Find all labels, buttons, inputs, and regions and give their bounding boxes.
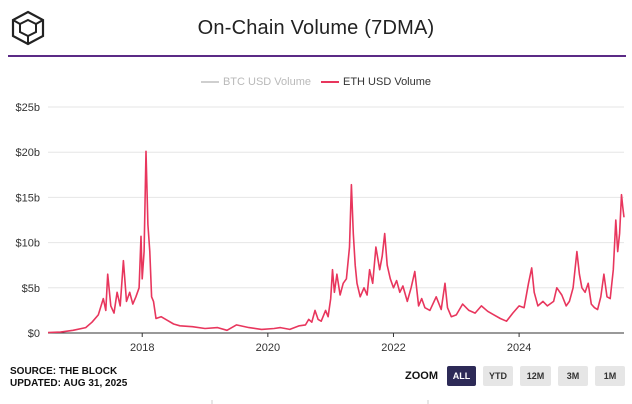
legend-item-eth[interactable]: ETH USD Volume	[321, 76, 431, 88]
chart-header: On-Chain Volume (7DMA)	[0, 0, 632, 56]
zoom-ytd-button[interactable]: YTD	[483, 366, 513, 386]
y-tick-label: $15b	[16, 192, 40, 204]
x-tick-label: 2018	[130, 342, 154, 354]
chart-title: On-Chain Volume (7DMA)	[197, 17, 435, 39]
chart-footer-source: SOURCE: THE BLOCK UPDATED: AUG 31, 2025	[10, 366, 127, 390]
y-tick-label: $0	[28, 328, 40, 340]
zoom-1m-button[interactable]: 1M	[595, 366, 625, 386]
legend-swatch-eth	[321, 81, 339, 83]
x-tick-label: 2020	[256, 342, 280, 354]
zoom-12m-button[interactable]: 12M	[520, 366, 551, 386]
x-tick-label: 2022	[381, 342, 405, 354]
y-tick-label: $10b	[16, 238, 40, 250]
legend-swatch-btc	[200, 81, 219, 83]
zoom-all-button[interactable]: ALL	[447, 366, 476, 386]
volume-line-chart: $0 $5b $10b $15b $20b $25b 2018 2020 2022 2024	[16, 102, 625, 354]
chart-legend: BTC USD Volume ETH USD Volume	[0, 76, 632, 88]
header-divider	[8, 55, 626, 57]
source-text: SOURCE: THE BLOCK	[10, 366, 118, 377]
scroll-edge-ticks	[211, 400, 429, 404]
the-block-cube-logo-icon	[11, 10, 45, 46]
y-tick-label: $20b	[16, 147, 40, 159]
legend-item-btc[interactable]: BTC USD Volume	[200, 76, 311, 88]
y-tick-label: $5b	[22, 283, 40, 295]
zoom-3m-button[interactable]: 3M	[558, 366, 588, 386]
legend-label-eth: ETH USD Volume	[343, 76, 432, 88]
updated-text: UPDATED: AUG 31, 2025	[10, 378, 128, 389]
legend-label-btc: BTC USD Volume	[222, 76, 311, 88]
y-tick-label: $25b	[16, 102, 40, 114]
x-tick-label: 2024	[507, 342, 531, 354]
eth-volume-line	[47, 150, 625, 334]
zoom-controls: ZOOM ALL YTD 12M 3M 1M	[405, 366, 625, 386]
zoom-label: ZOOM	[405, 370, 438, 382]
